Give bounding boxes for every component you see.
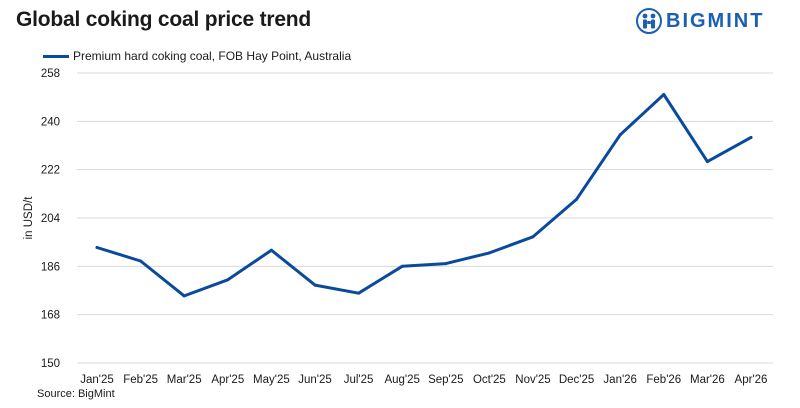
data-point xyxy=(226,278,230,282)
legend-swatch xyxy=(43,54,69,58)
x-tick-label: Apr'25 xyxy=(211,374,244,386)
data-point xyxy=(749,135,753,139)
x-tick-label: Jan'26 xyxy=(603,374,637,386)
data-point xyxy=(531,235,535,239)
data-point xyxy=(313,283,317,287)
data-point xyxy=(662,92,666,96)
x-tick-label: Mar'25 xyxy=(167,374,202,386)
y-tick-label: 222 xyxy=(41,165,60,177)
x-tick-label: Apr'26 xyxy=(735,374,768,386)
data-point xyxy=(618,133,622,137)
brand-name: BIGMINT xyxy=(666,9,765,32)
legend: Premium hard coking coal, FOB Hay Point,… xyxy=(43,48,351,64)
y-tick-label: 150 xyxy=(41,358,60,370)
data-point xyxy=(139,259,143,263)
data-point xyxy=(357,291,361,295)
data-point xyxy=(575,197,579,201)
y-tick-label: 258 xyxy=(41,68,60,80)
x-tick-label: Feb'26 xyxy=(646,374,681,386)
y-tick-label: 204 xyxy=(41,213,61,225)
data-point xyxy=(444,262,448,266)
y-tick-label: 186 xyxy=(41,261,60,273)
x-tick-label: Sep'25 xyxy=(428,374,463,386)
x-tick-label: Aug'25 xyxy=(384,374,419,386)
x-tick-label: Mar'26 xyxy=(690,374,725,386)
series-line xyxy=(95,93,753,298)
data-point xyxy=(182,294,186,298)
data-point xyxy=(95,246,99,250)
y-tick-label: 240 xyxy=(41,116,60,128)
y-axis: 150 168 186 204 222 240 258 xyxy=(41,68,61,370)
x-tick-label: Nov'25 xyxy=(515,374,550,386)
x-tick-label: Feb'25 xyxy=(123,374,158,386)
grid-layer xyxy=(77,72,773,364)
data-point xyxy=(269,248,273,252)
y-axis-label: in USD/t xyxy=(23,196,35,240)
x-axis: Jan'25 Feb'25 Mar'25 Apr'25 May'25 Jun'25 Jul'… xyxy=(80,374,767,386)
bigmint-logo-icon xyxy=(636,8,662,34)
x-tick-label: Dec'25 xyxy=(559,374,594,386)
y-tick-label: 168 xyxy=(41,310,60,322)
data-point xyxy=(400,264,404,268)
x-tick-label: Jul'25 xyxy=(344,374,374,386)
data-point xyxy=(705,160,709,164)
brand-logo: BIGMINT xyxy=(636,8,764,34)
x-tick-label: Oct'25 xyxy=(473,374,506,386)
x-tick-label: Jun'25 xyxy=(298,374,332,386)
legend-label: Premium hard coking coal, FOB Hay Point,… xyxy=(73,49,352,63)
x-tick-label: May'25 xyxy=(253,374,290,386)
source-note: Source: BigMint xyxy=(37,388,115,400)
chart-title: Global coking coal price trend xyxy=(16,8,312,31)
series-layer xyxy=(95,92,753,298)
data-point xyxy=(487,251,491,255)
x-tick-label: Jan'25 xyxy=(80,374,114,386)
